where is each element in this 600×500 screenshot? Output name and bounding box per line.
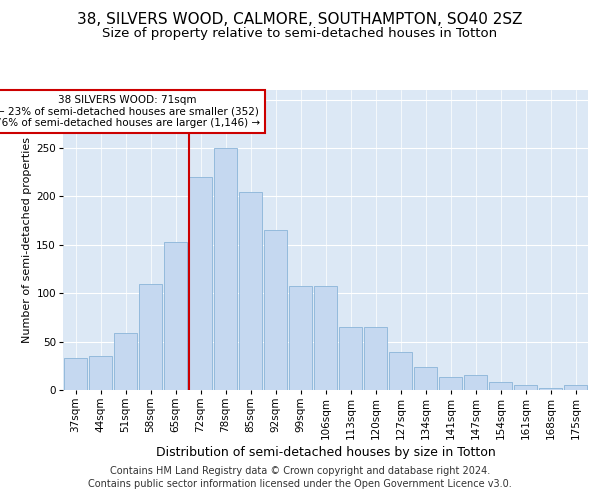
Bar bbox=[389, 352, 412, 390]
Bar bbox=[489, 382, 512, 390]
Bar bbox=[414, 367, 437, 390]
Bar bbox=[439, 378, 462, 390]
Bar bbox=[264, 230, 287, 390]
Text: Size of property relative to semi-detached houses in Totton: Size of property relative to semi-detach… bbox=[103, 28, 497, 40]
Text: Contains HM Land Registry data © Crown copyright and database right 2024.: Contains HM Land Registry data © Crown c… bbox=[110, 466, 490, 476]
Bar bbox=[539, 388, 562, 390]
Bar bbox=[89, 356, 112, 390]
Bar bbox=[314, 286, 337, 390]
Bar bbox=[164, 242, 187, 390]
Text: 38 SILVERS WOOD: 71sqm
← 23% of semi-detached houses are smaller (352)
76% of se: 38 SILVERS WOOD: 71sqm ← 23% of semi-det… bbox=[0, 95, 260, 128]
X-axis label: Distribution of semi-detached houses by size in Totton: Distribution of semi-detached houses by … bbox=[155, 446, 496, 459]
Text: Contains public sector information licensed under the Open Government Licence v3: Contains public sector information licen… bbox=[88, 479, 512, 489]
Bar bbox=[289, 286, 312, 390]
Bar bbox=[64, 358, 87, 390]
Bar bbox=[114, 333, 137, 390]
Bar bbox=[364, 327, 387, 390]
Bar bbox=[239, 192, 262, 390]
Bar bbox=[514, 385, 537, 390]
Bar bbox=[214, 148, 237, 390]
Bar bbox=[564, 385, 587, 390]
Bar bbox=[339, 327, 362, 390]
Bar bbox=[464, 376, 487, 390]
Y-axis label: Number of semi-detached properties: Number of semi-detached properties bbox=[22, 137, 32, 343]
Bar bbox=[189, 177, 212, 390]
Text: 38, SILVERS WOOD, CALMORE, SOUTHAMPTON, SO40 2SZ: 38, SILVERS WOOD, CALMORE, SOUTHAMPTON, … bbox=[77, 12, 523, 28]
Bar bbox=[139, 284, 162, 390]
